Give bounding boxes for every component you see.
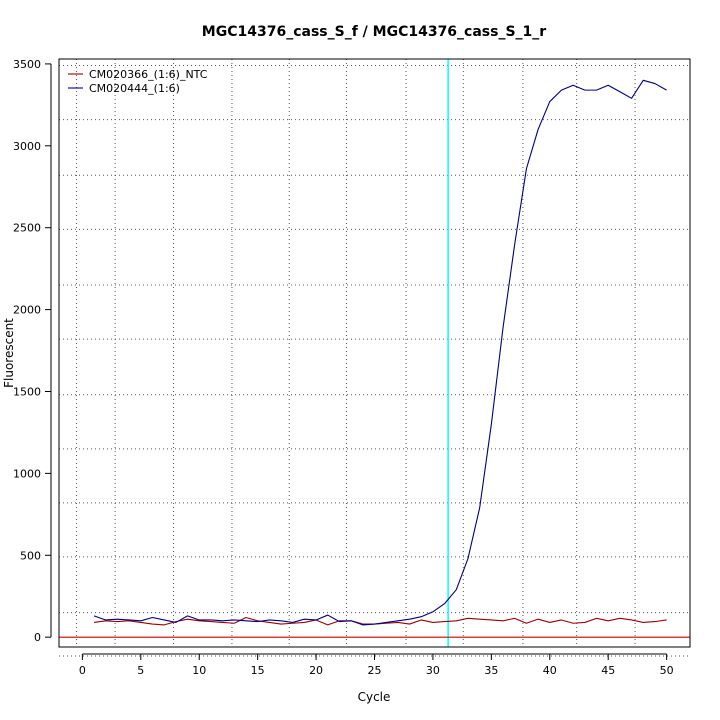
x-tick-label: 25 xyxy=(368,664,382,677)
series-line-2 xyxy=(93,79,667,626)
y-tick-label: 2000 xyxy=(13,304,41,317)
y-tick-label: 3000 xyxy=(13,140,41,153)
x-tick-label: 40 xyxy=(543,664,557,677)
y-tick-label: 3500 xyxy=(13,58,41,71)
y-tick-label: 2500 xyxy=(13,222,41,235)
x-tick-label: 5 xyxy=(137,664,144,677)
series-group xyxy=(93,79,667,626)
x-tick-label: 45 xyxy=(601,664,615,677)
x-axis-label: Cycle xyxy=(358,690,391,704)
x-tick-label: 30 xyxy=(426,664,440,677)
x-tick-label: 50 xyxy=(660,664,674,677)
chart-title: MGC14376_cass_S_f / MGC14376_cass_S_1_r xyxy=(202,24,546,40)
x-tick-label: 0 xyxy=(79,664,86,677)
plot-frame xyxy=(58,58,691,648)
x-axis: 0 5 10 15 20 25 30 35 40 45 50 xyxy=(79,653,674,677)
legend-label-1: CM020366_(1:6)_NTC xyxy=(89,68,208,81)
y-tick-label: 1500 xyxy=(13,385,41,398)
grid xyxy=(59,59,690,657)
y-axis-label: Fluorescent xyxy=(2,318,16,388)
x-tick-label: 20 xyxy=(309,664,323,677)
y-axis: 0 500 1000 1500 2000 2500 3000 3500 xyxy=(13,58,52,644)
y-tick-label: 0 xyxy=(34,631,41,644)
y-tick-label: 500 xyxy=(20,549,41,562)
x-tick-label: 10 xyxy=(192,664,206,677)
x-tick-label: 15 xyxy=(251,664,265,677)
x-tick-label: 35 xyxy=(484,664,498,677)
legend-label-2: CM020444_(1:6) xyxy=(89,82,180,95)
y-tick-label: 1000 xyxy=(13,467,41,480)
